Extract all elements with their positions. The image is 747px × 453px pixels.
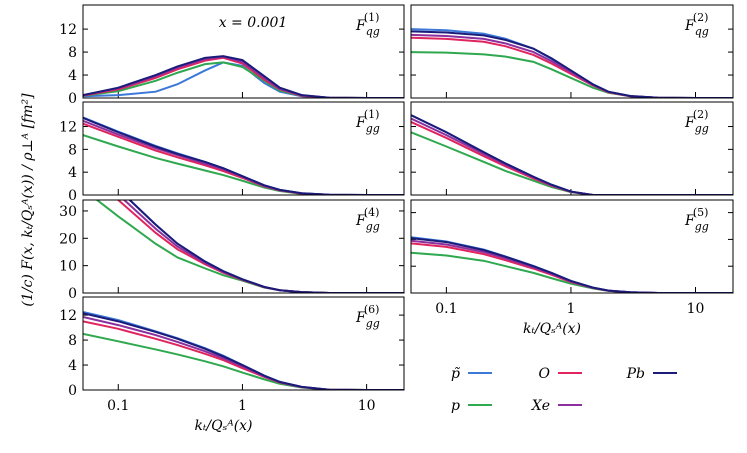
y-tick-label: 0 (68, 286, 77, 302)
x-tick-label: 0.1 (107, 398, 129, 414)
annotation: x = 0.001 (219, 15, 288, 31)
y-tick-label: 4 (68, 68, 77, 84)
x-tick-label: 10 (687, 301, 705, 317)
panel-label: Fqg(1) (355, 11, 380, 38)
series-line (411, 251, 733, 293)
series-line (83, 134, 404, 195)
x-tick-label: 0.1 (435, 301, 457, 317)
panel: Fgg(2) (410, 101, 734, 196)
series-line (411, 237, 733, 293)
panel-label-base: F (684, 213, 696, 229)
panel-label-base: F (355, 18, 367, 34)
y-tick-label: 8 (68, 142, 77, 158)
series-line (83, 55, 404, 98)
series-line (128, 200, 404, 293)
y-tick-label: 10 (59, 259, 77, 275)
panel: 0 4 8 12 0.1 1 10 Fgg(6) kₜ/Qₛᴬ(x) (59, 296, 405, 434)
x-axis-label: kₜ/Qₛᴬ(x) (523, 321, 581, 337)
legend-label: O (539, 366, 551, 382)
panel: 0 4 8 12 Fgg(1) (59, 101, 405, 204)
panel-label-sup: (1) (364, 108, 380, 121)
y-tick-label: 12 (59, 22, 77, 38)
panel-label-sub: qg (366, 25, 380, 38)
y-axis-label: (1/c) F(x, kₜ/Qₛᴬ(x)) / ρ⊥ᴬ [fm²] (20, 93, 36, 307)
panel-label: Fgg(4) (355, 206, 380, 233)
panel: 0 10 20 30 Fgg(4) (59, 199, 405, 302)
panel-frame (82, 101, 405, 196)
legend-label: Pb (626, 366, 645, 382)
y-tick-label: 12 (59, 120, 77, 136)
series-line (83, 315, 404, 390)
y-tick-label: 4 (68, 165, 77, 181)
series-line (83, 320, 404, 390)
y-tick-label: 4 (68, 358, 77, 374)
panel-label: Fgg(5) (684, 206, 709, 233)
legend-label: p̃ (451, 366, 460, 382)
panel-label: Fgg(2) (684, 108, 709, 135)
panel-label-base: F (355, 115, 367, 131)
y-tick-label: 12 (59, 308, 77, 324)
y-tick-label: 30 (59, 204, 77, 220)
x-tick-label: 1 (566, 301, 575, 317)
series-line (83, 119, 404, 195)
series-line (411, 114, 733, 195)
panel-frame (82, 4, 405, 99)
panel-label: Fqg(2) (684, 11, 709, 38)
y-tick-label: 0 (68, 188, 77, 204)
series-line (83, 61, 404, 98)
y-tick-label: 20 (59, 231, 77, 247)
panel-label-sup: (5) (693, 206, 709, 219)
series-line (95, 200, 404, 293)
series-line (411, 33, 733, 98)
x-axis-label: kₜ/Qₛᴬ(x) (194, 418, 252, 434)
panel-label-sup: (2) (693, 108, 709, 121)
series-line (83, 332, 404, 390)
series-line (116, 200, 404, 293)
panel-label-sup: (6) (364, 303, 380, 316)
panel-label-sub: gg (695, 220, 709, 233)
panel-label-sup: (1) (364, 11, 380, 24)
panel-label: Fgg(6) (355, 303, 380, 330)
panel: Fqg(2) (410, 4, 734, 99)
panel-label-base: F (355, 213, 367, 229)
panel-label: Fgg(1) (355, 108, 380, 135)
series-line (83, 122, 404, 195)
panel-label-sub: gg (366, 220, 380, 233)
panel-frame (410, 199, 734, 294)
panel-label-sub: gg (695, 122, 709, 135)
panel-label-sub: gg (366, 122, 380, 135)
panel: 0.1 1 10 Fgg(5) kₜ/Qₛᴬ(x) (410, 199, 734, 337)
y-tick-label: 0 (68, 91, 77, 107)
series-line (411, 36, 733, 98)
panel-label-sup: (4) (364, 206, 380, 219)
x-tick-label: 10 (358, 398, 376, 414)
y-tick-label: 8 (68, 45, 77, 61)
series-line (411, 30, 733, 98)
panel-label-base: F (684, 115, 696, 131)
panel-frame (410, 4, 734, 99)
x-tick-label: 1 (238, 398, 247, 414)
y-tick-label: 0 (68, 383, 77, 399)
panel-label-sub: gg (366, 317, 380, 330)
panel-frame (410, 101, 734, 196)
panel-frame (82, 199, 405, 294)
legend-label: Xe (531, 398, 550, 414)
series-line (411, 242, 733, 293)
panel-label-base: F (684, 18, 696, 34)
legend-label: p (451, 398, 460, 414)
panel-label-sub: qg (695, 25, 709, 38)
panel-label-sup: (2) (693, 11, 709, 24)
series-line (411, 121, 733, 195)
panel-frame (82, 296, 405, 391)
y-tick-label: 8 (68, 333, 77, 349)
panel-label-base: F (355, 310, 367, 326)
